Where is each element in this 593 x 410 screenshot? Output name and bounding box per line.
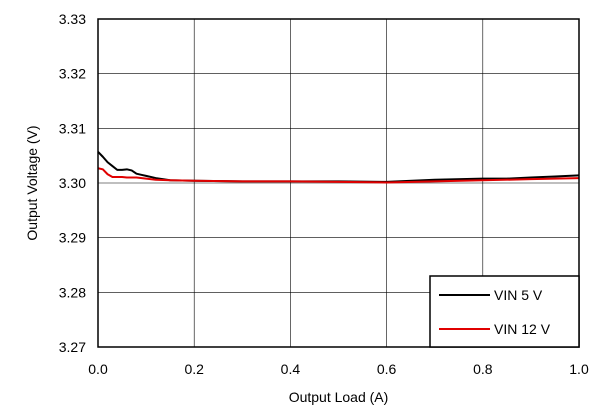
y-tick-label: 3.32 xyxy=(59,66,86,82)
x-tick-label: 0.0 xyxy=(88,361,108,377)
y-axis-label: Output Voltage (V) xyxy=(24,125,40,240)
plot-area-border xyxy=(97,18,580,348)
series-line-vin-5v xyxy=(97,151,580,183)
legend: VIN 5 V VIN 12 V xyxy=(429,275,580,348)
legend-label-vin-12v: VIN 12 V xyxy=(494,321,551,337)
x-axis-label: Output Load (A) xyxy=(289,389,389,405)
y-tick-label: 3.27 xyxy=(59,339,86,355)
series-lines xyxy=(97,151,580,184)
x-tick-label: 0.4 xyxy=(281,361,301,377)
y-tick-label: 3.29 xyxy=(59,230,86,246)
y-tick-label: 3.28 xyxy=(59,284,86,300)
y-tick-label: 3.33 xyxy=(59,11,86,27)
x-tick-label: 1.0 xyxy=(569,361,589,377)
legend-label-vin-5v: VIN 5 V xyxy=(494,287,543,303)
x-tick-label: 0.8 xyxy=(473,361,493,377)
y-tick-label: 3.31 xyxy=(59,120,86,136)
y-tick-label: 3.30 xyxy=(59,175,86,191)
x-tick-label: 0.6 xyxy=(377,361,397,377)
x-tick-labels: 0.0 0.2 0.4 0.6 0.8 1.0 xyxy=(88,361,589,377)
legend-box xyxy=(429,275,580,348)
series-line-vin-12v xyxy=(97,167,580,184)
y-tick-labels: 3.27 3.28 3.29 3.30 3.31 3.32 3.33 xyxy=(59,11,86,355)
x-tick-label: 0.2 xyxy=(184,361,204,377)
